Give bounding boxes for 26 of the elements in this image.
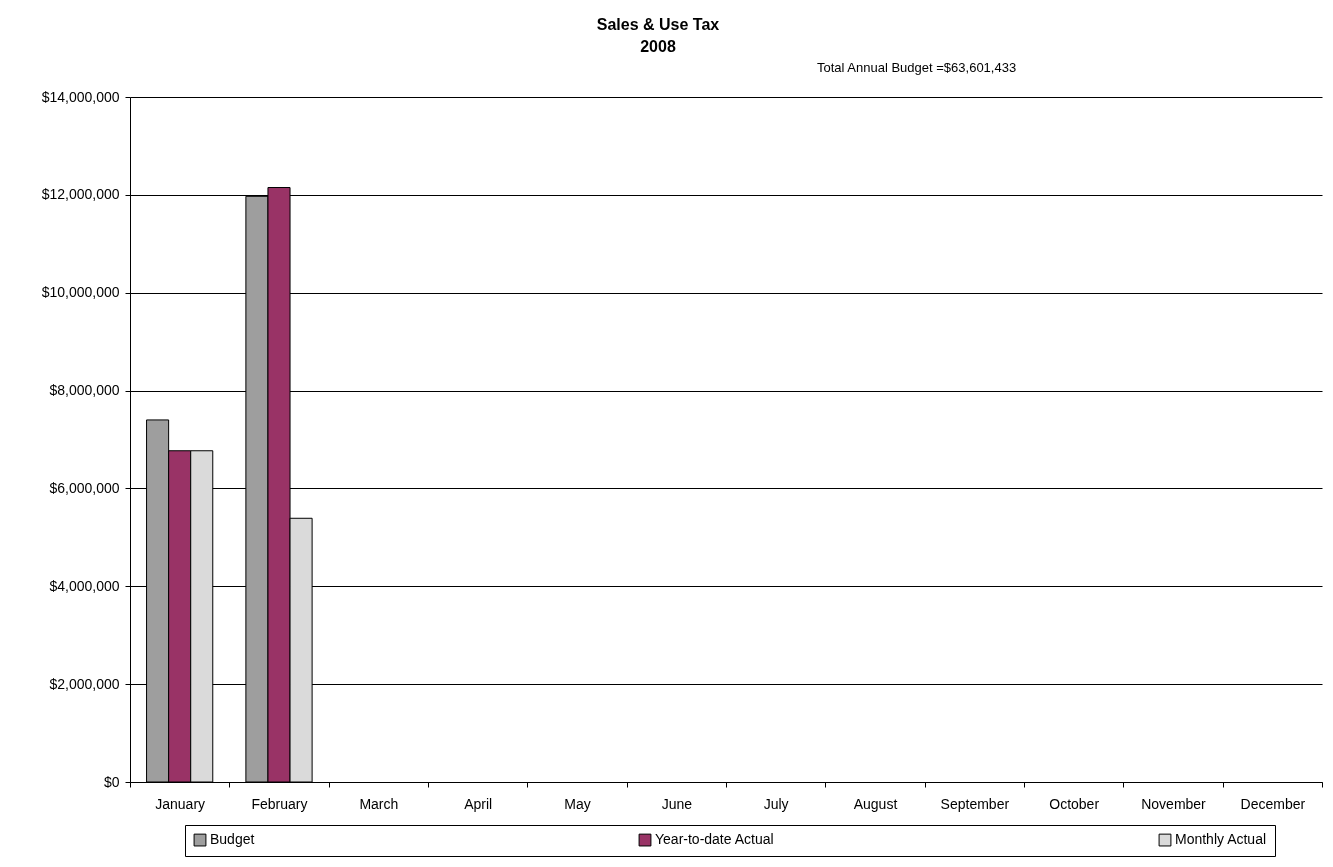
x-tick-label: October	[1049, 795, 1100, 812]
x-tick-label: November	[1141, 795, 1207, 812]
x-tick-label: March	[359, 795, 399, 812]
chart-subtitle: 2008	[640, 38, 676, 55]
x-tick-label: December	[1240, 795, 1306, 812]
y-tick-label: $6,000,000	[49, 479, 120, 496]
y-tick-label: $12,000,000	[41, 186, 120, 203]
legend-label: Monthly Actual	[1175, 831, 1267, 848]
y-tick-label: $2,000,000	[49, 675, 120, 692]
text: Total Annual Budget =$63,601,433	[817, 60, 1017, 75]
y-tick-label: $10,000,000	[41, 284, 120, 301]
x-tick-label: August	[853, 795, 898, 812]
y-tick-label: $14,000,000	[41, 88, 120, 105]
x-tick-label: February	[251, 795, 308, 812]
legend-label: Year-to-date Actual	[655, 831, 774, 848]
x-tick-label: January	[155, 795, 206, 812]
x-tick-label: April	[464, 795, 493, 812]
y-tick-label: $0	[103, 773, 120, 790]
y-tick-label: $8,000,000	[49, 382, 120, 399]
x-tick-label: May	[564, 795, 591, 812]
x-tick-label: July	[763, 795, 789, 812]
legend-label: Budget	[210, 831, 255, 848]
x-tick-label: September	[940, 795, 1010, 812]
chart-title: Sales & Use Tax	[596, 16, 720, 33]
y-tick-label: $4,000,000	[49, 577, 120, 594]
x-tick-label: June	[661, 795, 693, 812]
